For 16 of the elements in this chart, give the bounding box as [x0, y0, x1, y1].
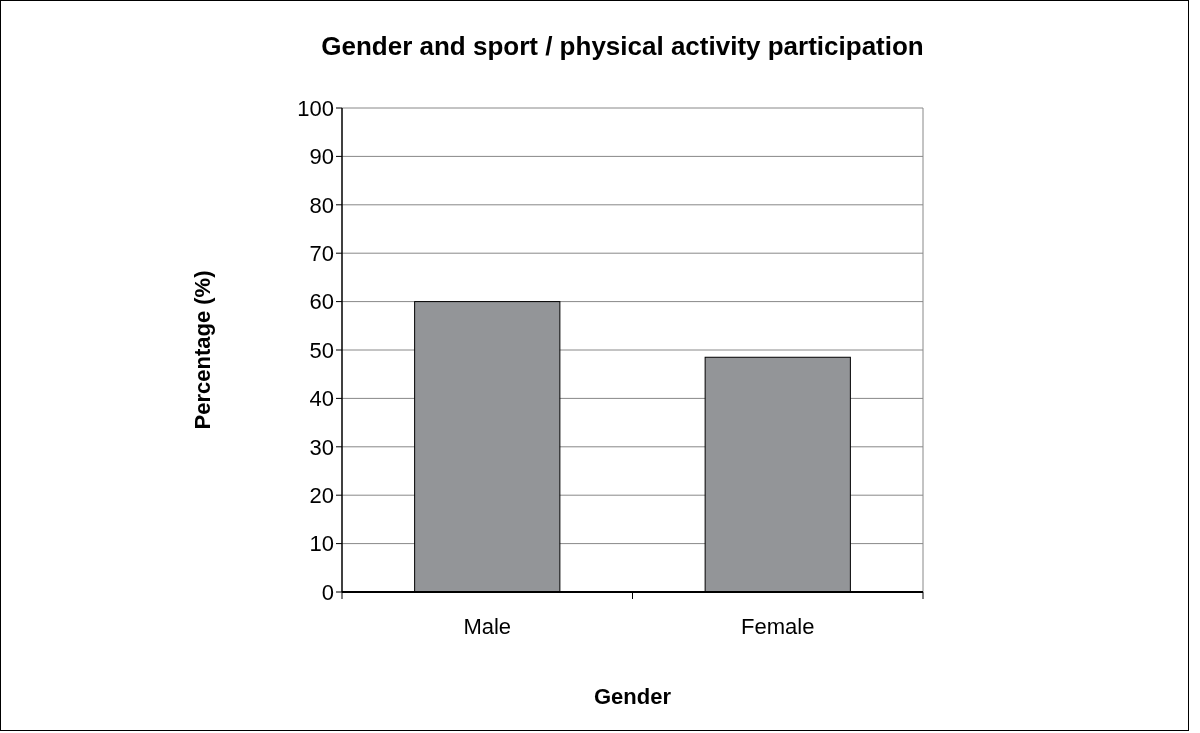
x-axis-title: Gender — [593, 684, 672, 709]
x-tick-label: Female — [741, 614, 815, 639]
y-tick-label: 20 — [309, 482, 334, 508]
y-tick-label: 70 — [309, 240, 334, 266]
y-tick-label: 0 — [321, 579, 334, 605]
x-tick-label: Male — [463, 614, 512, 639]
y-tick-label: 30 — [309, 434, 334, 460]
y-tick-label: 50 — [309, 337, 334, 363]
y-tick-label: 80 — [309, 192, 334, 218]
y-tick-label: 40 — [309, 386, 334, 412]
y-tick-label: 60 — [309, 289, 334, 315]
y-tick-label: 10 — [309, 531, 334, 557]
y-axis-title: Percentage (%) — [190, 270, 215, 430]
y-tick-label: 90 — [309, 144, 334, 170]
chart-title: Gender and sport / physical activity participation — [321, 31, 924, 61]
y-tick-label: 100 — [297, 95, 334, 121]
